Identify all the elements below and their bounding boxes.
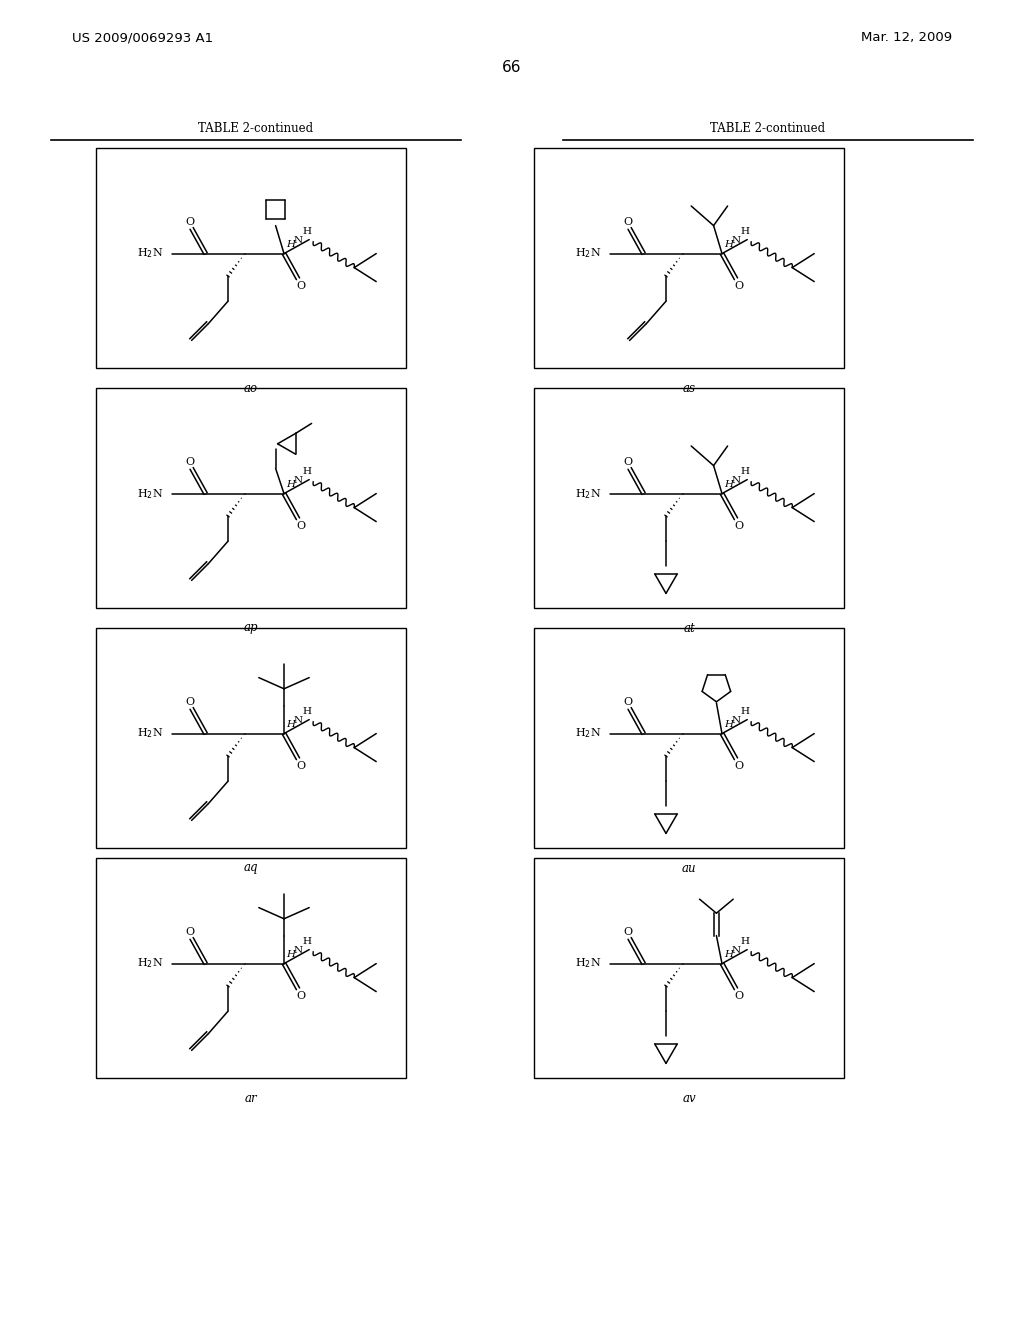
Text: H$_2$N: H$_2$N bbox=[137, 487, 163, 500]
Text: O: O bbox=[185, 458, 195, 467]
Bar bbox=[96, 628, 406, 847]
Bar bbox=[96, 148, 406, 368]
Text: N: N bbox=[731, 715, 740, 725]
Bar bbox=[534, 858, 844, 1078]
Text: H: H bbox=[303, 708, 311, 715]
Text: O: O bbox=[623, 697, 632, 708]
Text: O: O bbox=[296, 760, 305, 771]
Text: as: as bbox=[683, 381, 695, 395]
Text: H: H bbox=[286, 240, 295, 249]
Text: O: O bbox=[296, 521, 305, 531]
Text: H$_2$N: H$_2$N bbox=[574, 727, 601, 741]
Text: aq: aq bbox=[244, 862, 258, 874]
Text: Mar. 12, 2009: Mar. 12, 2009 bbox=[861, 32, 952, 45]
Text: at: at bbox=[683, 622, 695, 635]
Bar bbox=[534, 388, 844, 609]
Text: H: H bbox=[286, 950, 295, 960]
Text: H$_2$N: H$_2$N bbox=[574, 247, 601, 260]
Text: O: O bbox=[734, 760, 743, 771]
Text: H: H bbox=[740, 937, 750, 946]
Text: H: H bbox=[303, 937, 311, 946]
Text: H: H bbox=[740, 708, 750, 715]
Text: H: H bbox=[303, 467, 311, 477]
Text: US 2009/0069293 A1: US 2009/0069293 A1 bbox=[72, 32, 213, 45]
Text: O: O bbox=[734, 281, 743, 290]
Text: O: O bbox=[185, 928, 195, 937]
Text: N: N bbox=[731, 477, 740, 486]
Text: H: H bbox=[286, 480, 295, 490]
Text: 66: 66 bbox=[502, 61, 522, 75]
Text: H: H bbox=[724, 950, 733, 960]
Text: O: O bbox=[734, 521, 743, 531]
Text: N: N bbox=[293, 236, 302, 246]
Text: TABLE 2-continued: TABLE 2-continued bbox=[711, 121, 825, 135]
Text: N: N bbox=[731, 946, 740, 956]
Bar bbox=[96, 388, 406, 609]
Text: H: H bbox=[724, 721, 733, 729]
Bar bbox=[534, 628, 844, 847]
Bar bbox=[534, 148, 844, 368]
Text: ao: ao bbox=[244, 381, 258, 395]
Text: H$_2$N: H$_2$N bbox=[574, 957, 601, 970]
Text: N: N bbox=[293, 477, 302, 486]
Text: H$_2$N: H$_2$N bbox=[137, 957, 163, 970]
Text: O: O bbox=[296, 991, 305, 1001]
Text: O: O bbox=[734, 991, 743, 1001]
Text: O: O bbox=[623, 218, 632, 227]
Text: O: O bbox=[623, 458, 632, 467]
Text: H: H bbox=[740, 467, 750, 477]
Text: N: N bbox=[293, 715, 302, 725]
Text: H$_2$N: H$_2$N bbox=[137, 727, 163, 741]
Text: O: O bbox=[185, 697, 195, 708]
Text: H: H bbox=[724, 480, 733, 490]
Text: H: H bbox=[740, 227, 750, 236]
Text: H: H bbox=[303, 227, 311, 236]
Text: ar: ar bbox=[245, 1092, 257, 1105]
Text: av: av bbox=[682, 1092, 696, 1105]
Text: TABLE 2-continued: TABLE 2-continued bbox=[199, 121, 313, 135]
Bar bbox=[96, 858, 406, 1078]
Text: O: O bbox=[623, 928, 632, 937]
Text: H: H bbox=[286, 721, 295, 729]
Text: H$_2$N: H$_2$N bbox=[574, 487, 601, 500]
Text: N: N bbox=[293, 946, 302, 956]
Text: au: au bbox=[682, 862, 696, 874]
Text: N: N bbox=[731, 236, 740, 246]
Text: O: O bbox=[296, 281, 305, 290]
Text: ap: ap bbox=[244, 622, 258, 635]
Text: H$_2$N: H$_2$N bbox=[137, 247, 163, 260]
Text: H: H bbox=[724, 240, 733, 249]
Text: O: O bbox=[185, 218, 195, 227]
